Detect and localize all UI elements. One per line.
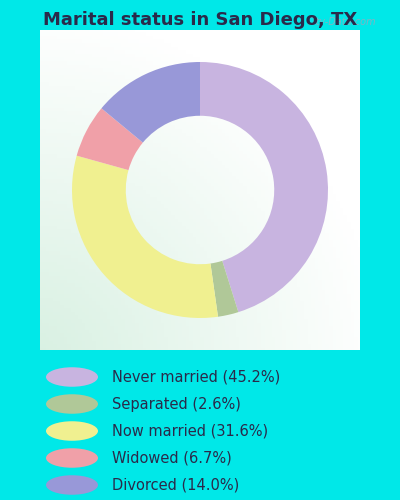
Text: Divorced (14.0%): Divorced (14.0%): [112, 478, 239, 492]
Wedge shape: [72, 156, 218, 318]
Text: Separated (2.6%): Separated (2.6%): [112, 396, 241, 411]
Circle shape: [46, 367, 98, 387]
Circle shape: [46, 448, 98, 468]
Circle shape: [46, 475, 98, 495]
Text: Never married (45.2%): Never married (45.2%): [112, 370, 280, 384]
Wedge shape: [200, 62, 328, 312]
Wedge shape: [102, 62, 200, 142]
Text: Now married (31.6%): Now married (31.6%): [112, 424, 268, 438]
Text: Widowed (6.7%): Widowed (6.7%): [112, 450, 232, 466]
Text: City-Data.com: City-Data.com: [307, 17, 377, 27]
Wedge shape: [77, 108, 143, 170]
Circle shape: [46, 394, 98, 414]
Wedge shape: [210, 261, 238, 316]
Text: Marital status in San Diego, TX: Marital status in San Diego, TX: [43, 11, 357, 29]
Circle shape: [46, 421, 98, 441]
